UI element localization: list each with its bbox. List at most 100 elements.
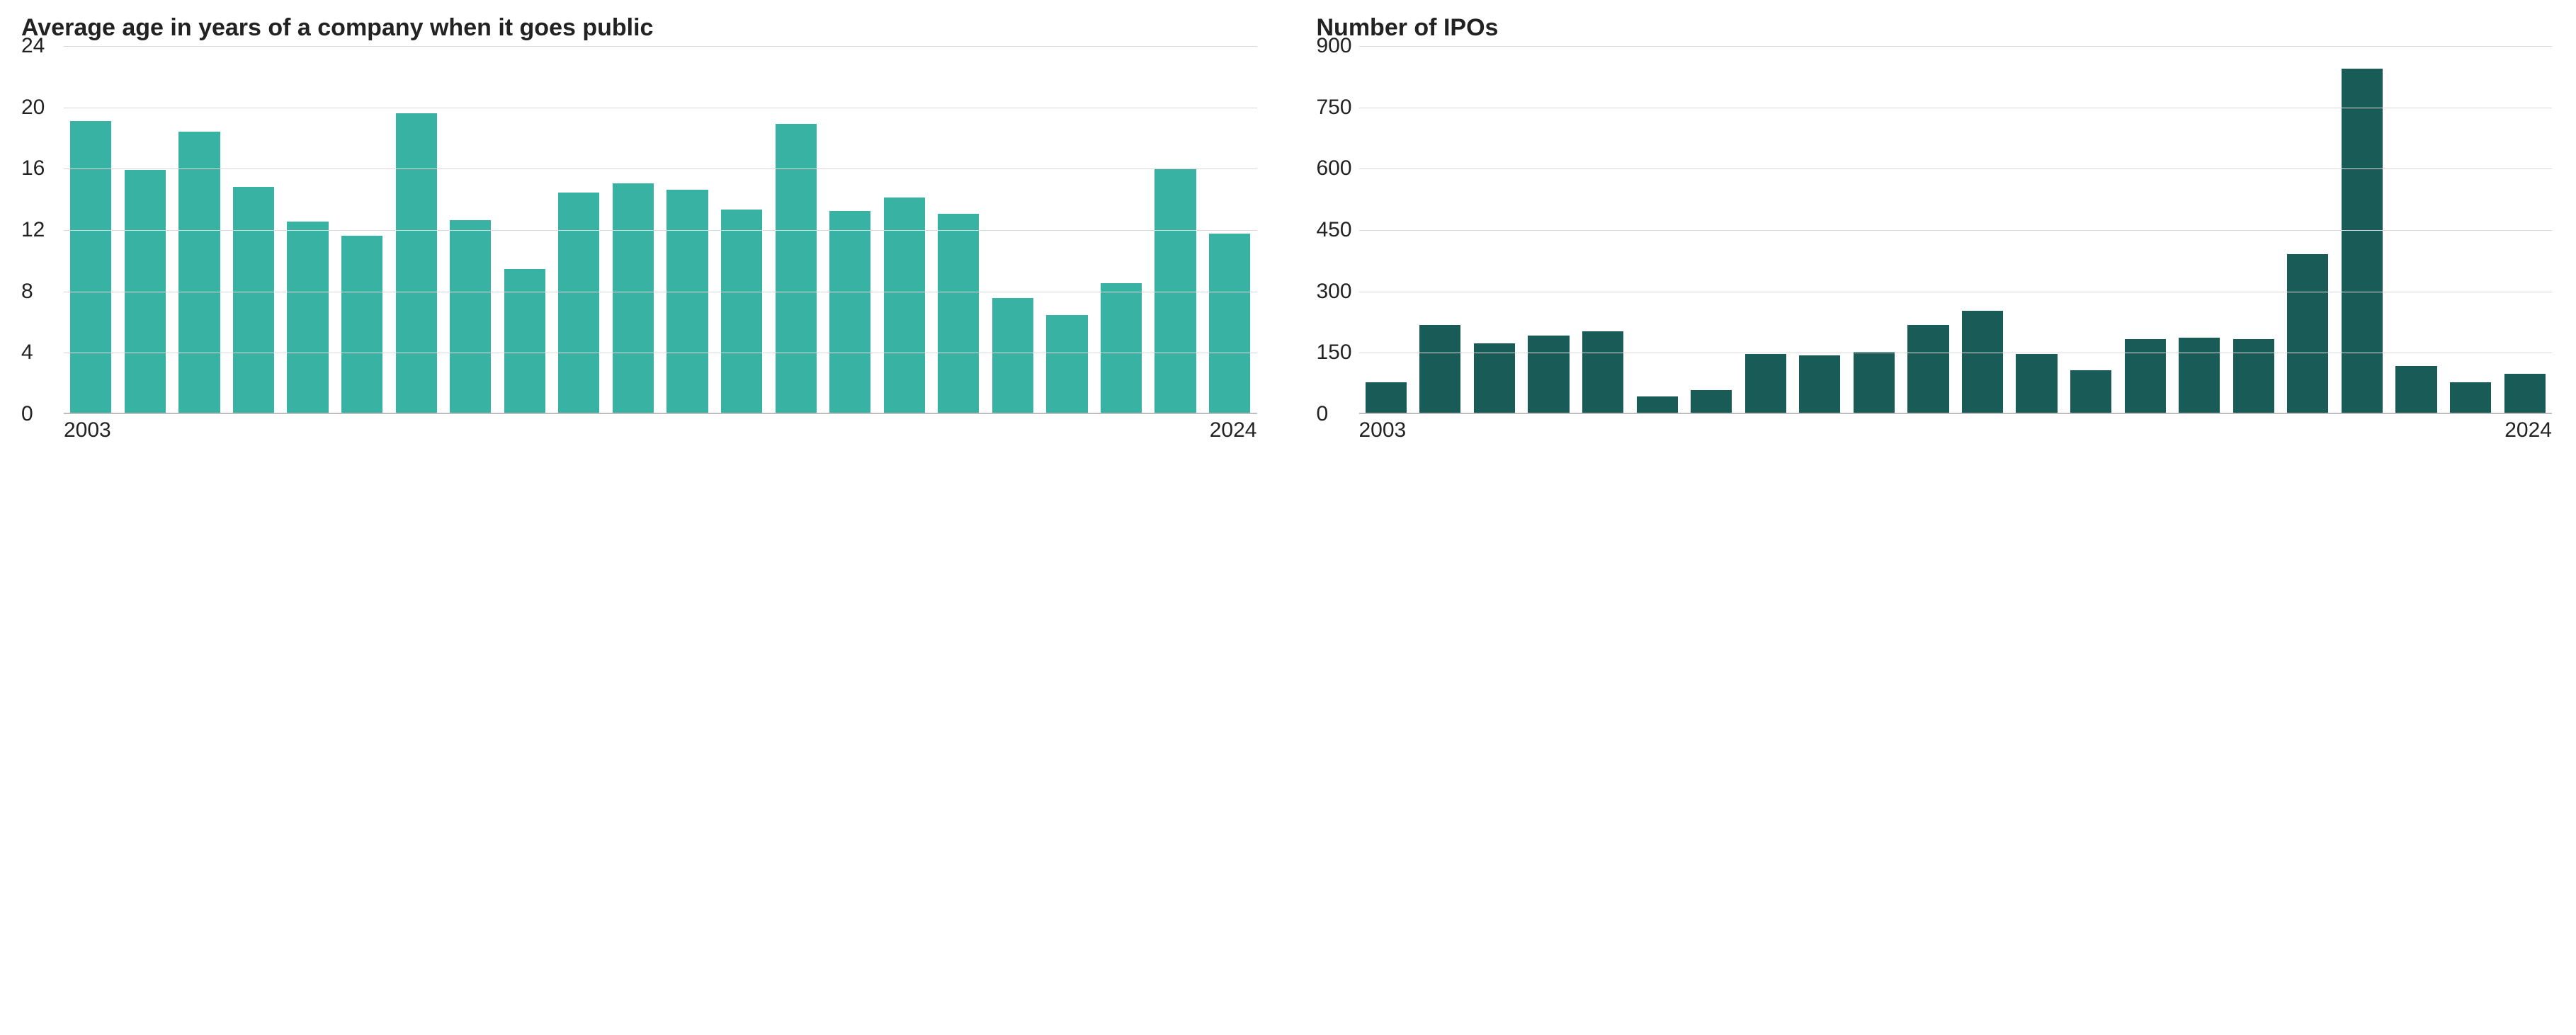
bar	[2450, 382, 2491, 413]
bar-cell	[1630, 46, 1684, 413]
bar-cell	[715, 46, 769, 413]
gridline	[1359, 168, 2553, 169]
y-tick-label: 0	[1317, 402, 1352, 426]
bar	[1528, 336, 1569, 413]
bar-cell	[1468, 46, 1522, 413]
right-x-axis: 2003 2024	[1359, 414, 2553, 437]
bar	[2342, 69, 2383, 413]
y-tick-label: 12	[21, 218, 57, 242]
y-tick-label: 600	[1317, 156, 1352, 181]
bar-cell	[1847, 46, 1902, 413]
bar-cell	[335, 46, 390, 413]
bar	[721, 210, 762, 413]
bar-cell	[2281, 46, 2335, 413]
left-panel: Average age in years of a company when i…	[21, 14, 1260, 437]
bar-cell	[443, 46, 498, 413]
bar-cell	[931, 46, 986, 413]
bar-cell	[2335, 46, 2390, 413]
y-tick-label: 4	[21, 341, 57, 365]
bar-cell	[1576, 46, 1630, 413]
bar	[938, 214, 979, 413]
bar	[1907, 325, 1948, 413]
left-chart-title: Average age in years of a company when i…	[21, 14, 1260, 42]
bar-cell	[1521, 46, 1576, 413]
bar	[233, 187, 274, 413]
bar	[1582, 331, 1623, 413]
gridline	[64, 230, 1257, 231]
bar	[1101, 283, 1142, 413]
bar	[1745, 354, 1786, 413]
bar	[992, 298, 1033, 413]
bar	[1799, 355, 1840, 413]
left-x-axis: 2003 2024	[64, 414, 1257, 437]
bar-cell	[606, 46, 661, 413]
y-tick-label: 750	[1317, 96, 1352, 120]
gridline	[1359, 230, 2553, 231]
bar-cell	[498, 46, 552, 413]
y-tick-label: 900	[1317, 34, 1352, 58]
bar-cell	[1793, 46, 1847, 413]
bar-cell	[64, 46, 118, 413]
bar-cell	[2118, 46, 2172, 413]
bar	[178, 132, 220, 413]
bar-cell	[1203, 46, 1257, 413]
bar-cell	[2227, 46, 2281, 413]
bar	[2233, 339, 2274, 413]
bar-cell	[389, 46, 443, 413]
bar	[504, 269, 545, 413]
right-chart-area: 0150300450600750900 2003 2024	[1317, 46, 2555, 437]
bar	[558, 193, 599, 413]
bar-cell	[986, 46, 1040, 413]
y-tick-label: 20	[21, 96, 57, 120]
bar-cell	[877, 46, 931, 413]
bar	[70, 121, 111, 413]
right-x-end-label: 2024	[2504, 418, 2552, 442]
bar-cell	[1738, 46, 1793, 413]
bar-cell	[172, 46, 227, 413]
bar-cell	[280, 46, 335, 413]
y-tick-label: 0	[21, 402, 57, 426]
bar-cell	[2064, 46, 2118, 413]
bar-cell	[1684, 46, 1739, 413]
bar	[829, 211, 870, 413]
bar-cell	[552, 46, 606, 413]
y-tick-label: 24	[21, 34, 57, 58]
y-tick-label: 8	[21, 280, 57, 304]
bar-cell	[2497, 46, 2552, 413]
bar	[1419, 325, 1460, 413]
bar-cell	[2444, 46, 2498, 413]
y-tick-label: 300	[1317, 280, 1352, 304]
bar	[2125, 339, 2166, 413]
bar	[2016, 354, 2057, 413]
bar-cell	[1359, 46, 1414, 413]
bar	[613, 183, 654, 413]
right-chart-title: Number of IPOs	[1317, 14, 2555, 42]
bar	[1209, 234, 1250, 413]
bar	[1691, 390, 1732, 413]
bar-cell	[823, 46, 878, 413]
bar	[1154, 168, 1196, 413]
left-chart-area: 04812162024 2003 2024	[21, 46, 1260, 437]
left-plot: 04812162024	[64, 46, 1257, 414]
bar-cell	[1956, 46, 2010, 413]
bar-cell	[1094, 46, 1149, 413]
y-tick-label: 450	[1317, 218, 1352, 242]
bar-cell	[1413, 46, 1468, 413]
left-x-start-label: 2003	[64, 418, 111, 442]
bar-cell	[768, 46, 823, 413]
bar-cell	[118, 46, 173, 413]
bar-cell	[1901, 46, 1956, 413]
bar	[2070, 370, 2111, 413]
bar-cell	[1040, 46, 1094, 413]
bar-cell	[1148, 46, 1203, 413]
bar	[1366, 382, 1407, 413]
bar	[287, 222, 328, 413]
gridline	[64, 168, 1257, 169]
bar	[1854, 352, 1895, 413]
bar	[1962, 311, 2003, 413]
bar-cell	[227, 46, 281, 413]
bar	[2179, 338, 2220, 413]
gridline	[64, 46, 1257, 47]
bar	[341, 236, 382, 413]
right-bars-container	[1359, 46, 2553, 413]
